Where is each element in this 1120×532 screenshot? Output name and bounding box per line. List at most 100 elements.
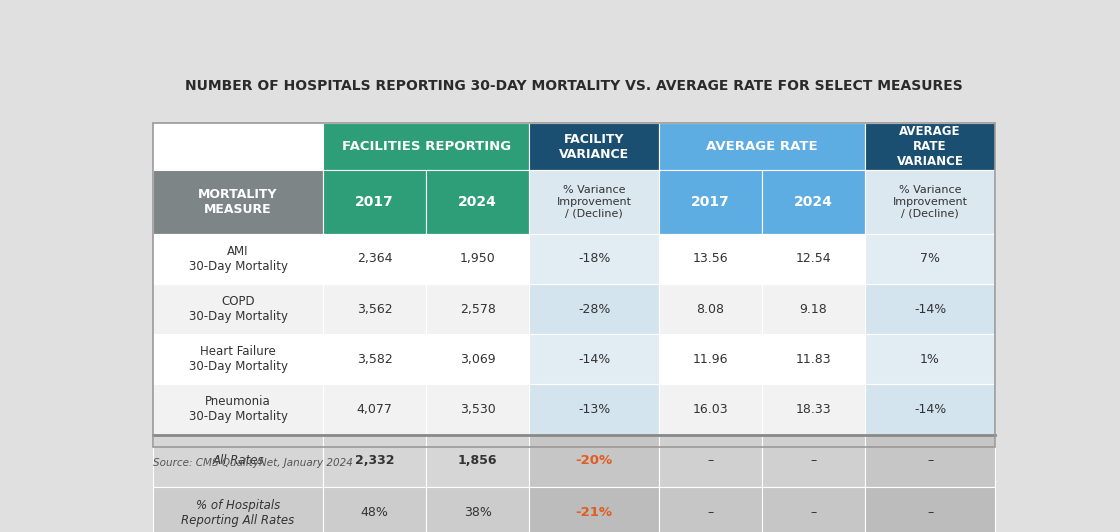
Text: Source: CMS QualityNet, January 2024: Source: CMS QualityNet, January 2024 [153, 458, 353, 468]
Bar [427, 487, 530, 532]
Text: -14%: -14% [914, 403, 946, 416]
Bar [530, 234, 659, 284]
Text: –: – [811, 506, 816, 519]
Text: -21%: -21% [576, 506, 613, 519]
Bar [865, 487, 995, 532]
Text: –: – [708, 506, 713, 519]
Bar [762, 284, 865, 334]
Bar [324, 234, 427, 284]
Bar [659, 284, 762, 334]
Text: 1,856: 1,856 [458, 454, 497, 467]
Text: Pneumonia
30-Day Mortality: Pneumonia 30-Day Mortality [188, 395, 288, 423]
Bar [530, 170, 659, 234]
Text: 48%: 48% [361, 506, 389, 519]
Bar [865, 123, 995, 170]
Bar [659, 385, 762, 435]
Bar [659, 123, 865, 170]
Text: 2,364: 2,364 [357, 252, 392, 265]
Text: % Variance
Improvement
/ (Decline): % Variance Improvement / (Decline) [893, 186, 968, 219]
Bar [762, 170, 865, 234]
Text: 38%: 38% [464, 506, 492, 519]
Text: FACILITIES REPORTING: FACILITIES REPORTING [342, 140, 511, 153]
Text: 3,562: 3,562 [357, 303, 392, 315]
Bar [659, 435, 762, 487]
Bar [153, 123, 995, 447]
Bar [153, 234, 324, 284]
Text: –: – [811, 454, 816, 467]
Bar [865, 284, 995, 334]
Text: -20%: -20% [576, 454, 613, 467]
Bar [865, 435, 995, 487]
Text: 2024: 2024 [458, 195, 497, 209]
Text: 8.08: 8.08 [697, 303, 725, 315]
Bar [427, 234, 530, 284]
Text: –: – [927, 454, 933, 467]
Bar [324, 123, 530, 170]
Text: 2017: 2017 [691, 195, 730, 209]
Bar [324, 385, 427, 435]
Text: COPD
30-Day Mortality: COPD 30-Day Mortality [188, 295, 288, 323]
Bar [153, 334, 324, 385]
Text: -18%: -18% [578, 252, 610, 265]
Bar [324, 170, 427, 234]
Text: –: – [927, 506, 933, 519]
Text: FACILITY
VARIANCE: FACILITY VARIANCE [559, 133, 629, 161]
Bar [762, 435, 865, 487]
Text: All Rates: All Rates [213, 454, 264, 467]
Bar [530, 435, 659, 487]
Text: 13.56: 13.56 [693, 252, 728, 265]
Bar [153, 385, 324, 435]
Bar [324, 284, 427, 334]
Text: 2,578: 2,578 [460, 303, 496, 315]
Bar [530, 284, 659, 334]
Text: 4,077: 4,077 [357, 403, 393, 416]
Bar [530, 487, 659, 532]
Bar [762, 234, 865, 284]
Bar [324, 487, 427, 532]
Bar [865, 334, 995, 385]
Bar [762, 385, 865, 435]
Bar [153, 435, 324, 487]
Bar [530, 334, 659, 385]
Text: % of Hospitals
Reporting All Rates: % of Hospitals Reporting All Rates [181, 498, 295, 527]
Text: MORTALITY
MEASURE: MORTALITY MEASURE [198, 188, 278, 216]
Bar [865, 385, 995, 435]
Text: -14%: -14% [578, 353, 610, 366]
Text: -28%: -28% [578, 303, 610, 315]
Bar [427, 170, 530, 234]
Text: 16.03: 16.03 [693, 403, 728, 416]
Text: 3,582: 3,582 [357, 353, 393, 366]
Bar [324, 435, 427, 487]
Bar [153, 487, 324, 532]
Bar [324, 334, 427, 385]
Text: 9.18: 9.18 [800, 303, 828, 315]
Bar [427, 435, 530, 487]
Bar [865, 234, 995, 284]
Bar [427, 284, 530, 334]
Text: Heart Failure
30-Day Mortality: Heart Failure 30-Day Mortality [188, 345, 288, 373]
Text: AVERAGE
RATE
VARIANCE: AVERAGE RATE VARIANCE [897, 126, 963, 168]
Text: 1%: 1% [921, 353, 940, 366]
Bar [865, 170, 995, 234]
Text: AMI
30-Day Mortality: AMI 30-Day Mortality [188, 245, 288, 273]
Bar [153, 284, 324, 334]
Text: NUMBER OF HOSPITALS REPORTING 30-DAY MORTALITY VS. AVERAGE RATE FOR SELECT MEASU: NUMBER OF HOSPITALS REPORTING 30-DAY MOR… [185, 79, 963, 94]
Bar [530, 123, 659, 170]
Text: 11.83: 11.83 [796, 353, 831, 366]
Text: 3,069: 3,069 [460, 353, 495, 366]
Text: % Variance
Improvement
/ (Decline): % Variance Improvement / (Decline) [557, 186, 632, 219]
Text: 3,530: 3,530 [460, 403, 495, 416]
Bar [659, 170, 762, 234]
Bar [659, 234, 762, 284]
Bar [427, 334, 530, 385]
Text: 2017: 2017 [355, 195, 394, 209]
Text: -14%: -14% [914, 303, 946, 315]
Text: 11.96: 11.96 [693, 353, 728, 366]
Bar [153, 170, 324, 234]
Bar [659, 334, 762, 385]
Text: 12.54: 12.54 [796, 252, 831, 265]
Bar [153, 123, 324, 170]
Bar [762, 487, 865, 532]
Text: –: – [708, 454, 713, 467]
Bar [530, 385, 659, 435]
